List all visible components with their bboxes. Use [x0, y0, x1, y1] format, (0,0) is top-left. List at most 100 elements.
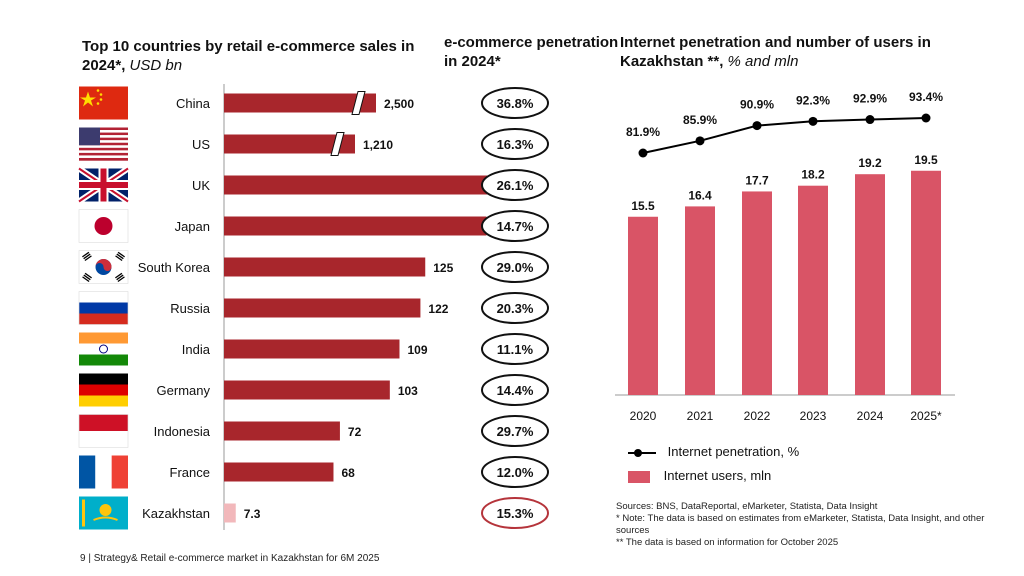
users-bar-0	[628, 216, 658, 395]
country-label-8: Indonesia	[154, 424, 211, 439]
sales-bar-9	[224, 462, 334, 482]
country-label-7: Germany	[157, 383, 211, 398]
year-label-3: 2023	[800, 409, 827, 423]
penetration-oval-8	[481, 415, 549, 447]
users-bar-1	[685, 206, 715, 395]
users-value-2: 17.7	[745, 173, 769, 187]
year-label-2: 2022	[744, 409, 771, 423]
sales-value-5: 122	[428, 302, 448, 316]
users-value-1: 16.4	[688, 188, 712, 202]
penetration-point-2	[752, 121, 762, 131]
country-label-10: Kazakhstan	[142, 506, 210, 521]
penetration-value-4: 29.0%	[497, 260, 534, 275]
sales-value-1: 1,210	[363, 138, 393, 152]
kazakhstan-flag	[79, 496, 128, 530]
left-chart-title: Top 10 countries by retail e-commerce sa…	[82, 38, 415, 74]
legend-line-marker	[628, 448, 656, 457]
year-label-4: 2024	[857, 409, 884, 423]
china-flag	[79, 86, 128, 120]
sales-value-0: 2,500	[384, 97, 414, 111]
sales-bar-7	[224, 380, 390, 400]
sales-bar-4	[224, 257, 426, 277]
legend-bar-swatch	[628, 470, 650, 483]
sales-bar-8	[224, 421, 340, 441]
users-value-5: 19.5	[914, 153, 938, 167]
sources-line-2: * Note: The data is based on estimates f…	[616, 513, 985, 536]
page-footer: 9 | Strategy& Retail e-commerce market i…	[80, 553, 380, 564]
france-flag	[79, 455, 128, 489]
penetration-oval-9	[481, 456, 549, 488]
sales-value-10: 7.3	[244, 507, 261, 521]
india-flag	[79, 332, 128, 366]
year-label-1: 2021	[687, 409, 714, 423]
penetration-oval-10	[481, 497, 549, 529]
users-value-3: 18.2	[801, 168, 825, 182]
country-label-0: China	[176, 96, 211, 111]
russia-flag	[78, 291, 129, 325]
penetration-oval-6	[481, 333, 549, 365]
sales-bar-5	[224, 298, 421, 318]
users-value-4: 19.2	[858, 156, 882, 170]
year-label-5: 2025*	[910, 409, 942, 423]
axis-break-1	[330, 132, 345, 156]
penetration-value-9: 12.0%	[497, 465, 534, 480]
legend-bar: Internet users, mln	[628, 468, 771, 483]
users-bar-3	[798, 185, 828, 395]
penetration-value-0: 36.8%	[497, 96, 534, 111]
penetration-value-5: 20.3%	[497, 301, 534, 316]
country-label-5: Russia	[170, 301, 211, 316]
axis-break-0	[351, 91, 366, 115]
country-label-6: India	[182, 342, 211, 357]
penetration-point-5	[921, 113, 931, 123]
country-label-1: US	[192, 137, 210, 152]
penetration-oval-5	[481, 292, 549, 324]
sales-value-6: 109	[407, 343, 427, 357]
south-korea-flag	[78, 250, 129, 284]
us-flag	[79, 127, 128, 161]
penetration-label-5: 93.4%	[909, 90, 943, 104]
penetration-value-2: 26.1%	[497, 178, 534, 193]
penetration-value-10: 15.3%	[497, 506, 534, 521]
legend-bar-label: Internet users, mln	[663, 468, 772, 483]
users-bar-4	[855, 174, 885, 395]
penetration-oval-7	[481, 374, 549, 406]
legend-line-label: Internet penetration, %	[667, 444, 800, 459]
sales-bar-10	[224, 503, 236, 523]
right-chart-title: Internet penetration and number of users…	[620, 34, 931, 70]
japan-flag	[78, 209, 129, 243]
penetration-label-4: 92.9%	[853, 92, 887, 106]
penetration-oval-0	[481, 87, 549, 119]
year-label-0: 2020	[630, 409, 657, 423]
country-label-2: UK	[192, 178, 210, 193]
country-label-3: Japan	[175, 219, 210, 234]
penetration-label-0: 81.9%	[626, 125, 660, 139]
penetration-value-8: 29.7%	[497, 424, 534, 439]
sales-value-9: 68	[341, 466, 355, 480]
country-label-9: France	[170, 465, 210, 480]
mid-chart-title: e-commerce penetration in 2024*	[444, 34, 619, 70]
sources-line-3: ** The data is based on information for …	[616, 537, 839, 548]
uk-flag	[77, 166, 130, 204]
users-value-0: 15.5	[631, 199, 655, 213]
sales-bar-0	[224, 93, 376, 113]
penetration-value-1: 16.3%	[497, 137, 534, 152]
penetration-value-6: 11.1%	[497, 342, 534, 357]
sales-value-8: 72	[348, 425, 362, 439]
penetration-oval-3	[481, 210, 549, 242]
penetration-label-1: 85.9%	[683, 113, 717, 127]
penetration-point-4	[865, 115, 875, 125]
sales-value-7: 103	[398, 384, 418, 398]
penetration-label-3: 92.3%	[796, 93, 830, 107]
sales-value-4: 125	[433, 261, 453, 275]
penetration-value-7: 14.4%	[497, 383, 534, 398]
penetration-oval-4	[481, 251, 549, 283]
sales-bar-6	[224, 339, 400, 359]
penetration-point-1	[695, 136, 705, 146]
country-label-4: South Korea	[138, 260, 211, 275]
germany-flag	[79, 373, 128, 407]
indonesia-flag	[78, 414, 129, 448]
sources-line-1: Sources: BNS, DataReportal, eMarketer, S…	[616, 501, 878, 512]
sales-bar-1	[224, 134, 355, 154]
legend-line: Internet penetration, %	[628, 444, 799, 460]
